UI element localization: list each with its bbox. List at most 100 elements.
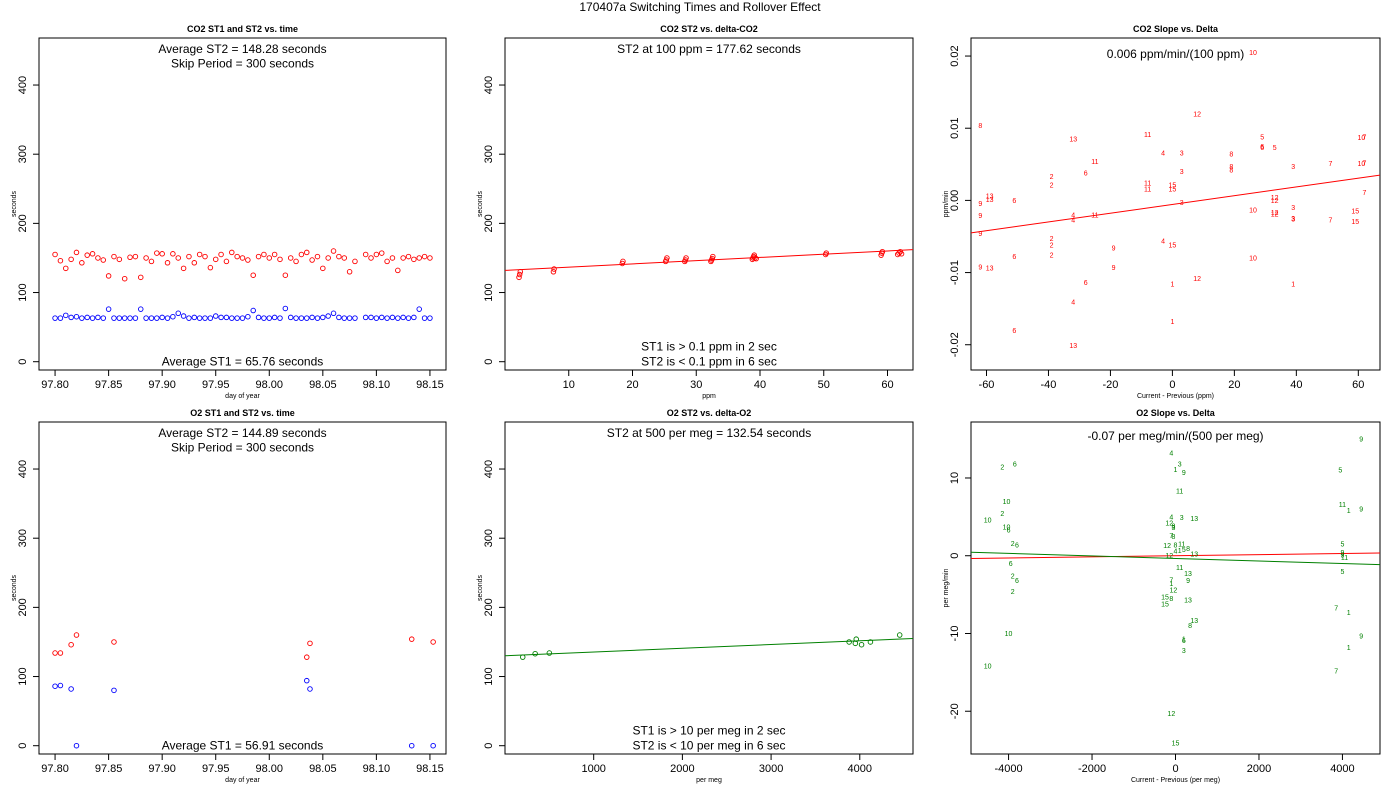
- series-st2: [52, 248, 433, 282]
- point-label: 6: [1012, 328, 1016, 335]
- y-tick-label: 400: [483, 76, 495, 94]
- point-label: 10: [1003, 524, 1011, 531]
- data-point: [266, 255, 273, 261]
- data-point: [858, 641, 865, 648]
- data-point: [105, 273, 112, 279]
- data-point: [368, 255, 374, 261]
- chart-title: CO2 Slope vs. Delta: [1133, 24, 1219, 34]
- data-point: [175, 310, 181, 317]
- point-label: 10: [1358, 161, 1366, 168]
- point-label: 1: [1182, 636, 1186, 643]
- point-label: 1: [1347, 508, 1351, 515]
- point-label: 13: [986, 194, 994, 201]
- x-axis-label: Current - Previous (ppm): [1137, 393, 1214, 400]
- chart-title: CO2 ST2 vs. delta-CO2: [660, 24, 758, 34]
- point-label: 11: [1144, 181, 1151, 188]
- point-label: 13: [1069, 343, 1077, 350]
- data-point: [175, 255, 181, 261]
- data-point: [164, 260, 171, 266]
- data-point: [430, 639, 436, 645]
- annotation: Average ST2 = 144.89 seconds: [158, 426, 326, 440]
- point-label: 11: [1176, 489, 1183, 496]
- data-point: [395, 267, 401, 274]
- point-label: 5: [1182, 547, 1186, 554]
- point-label: 1: [1170, 282, 1174, 289]
- point-label: 3: [1180, 150, 1184, 157]
- point-label: 4: [1071, 212, 1075, 219]
- point-label: 12: [1165, 521, 1173, 528]
- y-axis-label: ppm/min: [943, 190, 950, 217]
- point-label: 9: [978, 231, 982, 238]
- data-point: [170, 313, 176, 320]
- data-point: [710, 253, 716, 260]
- data-point: [550, 269, 557, 275]
- point-label: 2: [1000, 511, 1004, 518]
- data-point: [421, 315, 428, 321]
- point-label: 6: [1007, 528, 1011, 535]
- data-point: [421, 253, 428, 260]
- data-point: [384, 258, 390, 265]
- point-label: 1: [1170, 319, 1174, 326]
- data-point: [896, 632, 903, 638]
- point-label: 7: [1169, 577, 1173, 584]
- point-label: 10: [1005, 631, 1013, 638]
- point-label: 8: [1171, 534, 1175, 541]
- y-tick-label: 0.01: [949, 118, 961, 139]
- data-point: [405, 315, 412, 321]
- point-label: 11: [1144, 132, 1151, 139]
- point-label: 15: [1161, 594, 1169, 601]
- point-label: 9: [1112, 265, 1116, 272]
- data-point: [551, 266, 557, 272]
- data-point: [207, 315, 214, 321]
- point-label: 2: [1011, 541, 1015, 548]
- data-point: [427, 315, 433, 321]
- point-label: 12: [1271, 198, 1279, 205]
- y-tick-label: 100: [483, 283, 495, 301]
- data-point: [846, 639, 852, 645]
- data-point: [154, 315, 160, 321]
- data-point: [89, 315, 96, 321]
- point-label: 15: [1169, 243, 1177, 250]
- point-label: 10: [984, 664, 992, 671]
- point-label: 4: [1169, 514, 1173, 521]
- y-tick-label: 400: [483, 460, 495, 478]
- x-tick-label: 98.00: [256, 763, 284, 775]
- x-tick-label: 98.10: [363, 379, 391, 391]
- point-label: 6: [1015, 542, 1019, 549]
- point-label: 3: [1291, 164, 1295, 171]
- point-label: 6: [1182, 638, 1186, 645]
- data-point: [427, 255, 433, 261]
- x-tick-label: 60: [881, 379, 893, 391]
- data-point: [282, 272, 289, 278]
- y-tick-label: -10: [949, 626, 961, 642]
- point-label: 8: [1169, 596, 1173, 603]
- data-point: [519, 654, 526, 660]
- point-label: 12: [1167, 711, 1175, 718]
- point-label: 8: [1188, 623, 1192, 630]
- annotation: ST1 is > 0.1 ppm in 2 sec: [641, 339, 777, 353]
- point-label: 10: [1358, 135, 1366, 142]
- y-tick-label: 300: [483, 145, 495, 163]
- point-label: 4: [1169, 451, 1173, 458]
- data-point: [159, 251, 165, 257]
- y-tick-label: 300: [17, 529, 29, 547]
- point-label: 11: [1091, 212, 1098, 219]
- y-tick-label: 100: [17, 667, 29, 685]
- data-point: [95, 314, 101, 321]
- data-point: [683, 255, 689, 261]
- x-tick-label: 50: [818, 379, 830, 391]
- data-point: [100, 315, 107, 321]
- data-point: [180, 265, 187, 272]
- data-point: [57, 257, 64, 264]
- data-point: [191, 260, 198, 266]
- point-label: 11: [1178, 542, 1185, 549]
- point-label: 7: [1169, 533, 1173, 540]
- point-label: 5: [1340, 569, 1344, 576]
- data-point: [400, 314, 406, 321]
- point-label: 3: [1180, 200, 1184, 207]
- chart-title: O2 ST2 vs. delta-O2: [667, 408, 752, 418]
- y-tick-label: 200: [483, 598, 495, 616]
- x-tick-label: 4000: [1330, 763, 1354, 775]
- point-label: 12: [1193, 276, 1201, 283]
- figure-title: 170407a Switching Times and Rollover Eff…: [579, 0, 821, 14]
